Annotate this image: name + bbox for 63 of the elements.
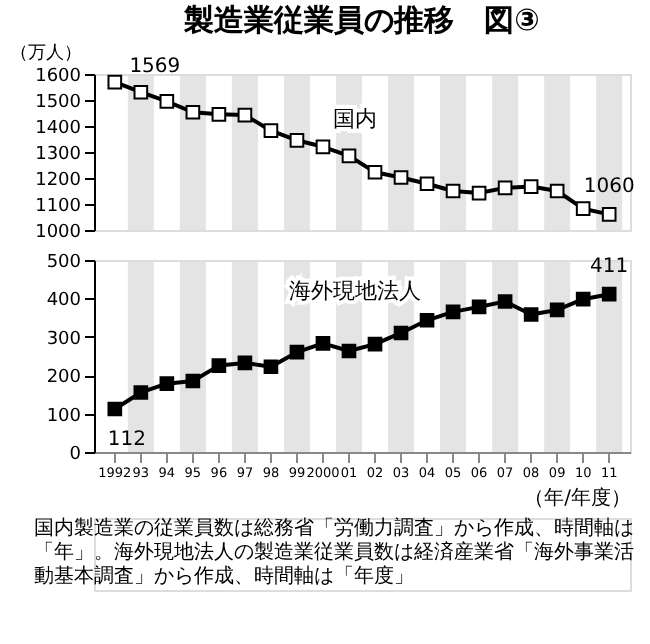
point: [575, 201, 591, 217]
annotation: 411: [590, 256, 629, 279]
point: [601, 207, 617, 222]
point: [445, 183, 461, 199]
y-tick-label: 1100: [35, 197, 82, 217]
point: [471, 185, 487, 201]
y-tick-label: 1500: [35, 93, 82, 113]
chart-title: 製造業従業員の推移 図③: [182, 2, 540, 38]
point: [367, 164, 383, 180]
text: 国内製造業の従業員数は総務省「労働力調査」から作成、時間軸は「年」。海外現地法人の製造業従業員数は経済産業省「海外事業活動基本調査」から作成、時間軸は「年度」: [34, 516, 634, 588]
y-tick-label: 0: [69, 445, 82, 465]
point: [601, 286, 617, 302]
point: [211, 358, 227, 373]
point: [445, 304, 461, 320]
point: [263, 359, 279, 375]
series-label: 海外現地法人: [289, 278, 422, 305]
y-tick-label: 200: [46, 368, 82, 389]
point: [393, 325, 409, 341]
point: [497, 294, 513, 309]
point: [159, 376, 175, 391]
y-tick-label: 1000: [35, 223, 82, 243]
point: [185, 104, 201, 120]
point: [549, 183, 565, 199]
point: [133, 385, 149, 400]
point: [107, 401, 123, 417]
point: [523, 307, 539, 322]
point: [289, 344, 305, 360]
y-tick-label: 100: [46, 406, 82, 427]
point: [419, 312, 435, 328]
point: [315, 336, 331, 351]
point: [133, 84, 149, 100]
point: [523, 179, 539, 194]
annotation: 1569: [129, 56, 181, 79]
point: [237, 355, 253, 371]
point: [341, 148, 357, 164]
point: [315, 139, 331, 155]
y-tick-label: 1600: [35, 67, 82, 87]
x-axis-title: （年/年度）: [524, 486, 631, 510]
series-label: 国内: [333, 106, 378, 133]
y-tick-label: 300: [46, 329, 82, 350]
y-tick-label: 400: [46, 291, 82, 312]
point: [263, 123, 279, 139]
y-axis-title: （万人）: [10, 42, 82, 64]
point: [185, 373, 201, 389]
point: [211, 106, 227, 122]
point: [393, 170, 409, 185]
point: [289, 132, 305, 148]
y-tick-label: 1200: [35, 171, 82, 191]
y-tick-label: 1300: [35, 145, 82, 165]
point: [419, 176, 435, 192]
annotation: 1060: [583, 176, 635, 199]
y-tick-label: 500: [46, 253, 82, 273]
point: [107, 74, 123, 90]
point: [497, 180, 513, 196]
point: [341, 343, 357, 359]
annotation: 112: [107, 428, 146, 451]
point: [471, 299, 487, 315]
y-tick-label: 1400: [35, 119, 82, 139]
point: [159, 93, 175, 109]
point: [549, 302, 565, 318]
point: [367, 336, 383, 352]
point: [575, 291, 591, 307]
point: [237, 107, 253, 123]
